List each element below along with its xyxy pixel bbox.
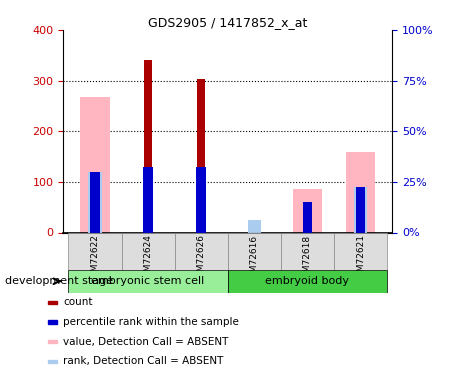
Bar [48,340,57,343]
Bar [90,172,100,232]
Text: count: count [64,297,93,307]
Bar [356,187,365,232]
Text: value, Detection Call = ABSENT: value, Detection Call = ABSENT [64,337,229,347]
Bar [303,202,312,232]
Bar [48,321,57,324]
Bar [293,189,322,232]
Bar [248,220,261,232]
Bar [228,270,387,292]
Bar [144,60,152,232]
Text: embryoid body: embryoid body [265,276,350,286]
Bar [346,152,375,232]
Bar [48,301,57,304]
Bar [228,232,281,270]
Title: GDS2905 / 1417852_x_at: GDS2905 / 1417852_x_at [148,16,308,29]
Text: percentile rank within the sample: percentile rank within the sample [64,317,239,327]
Text: rank, Detection Call = ABSENT: rank, Detection Call = ABSENT [64,356,224,366]
Text: development stage: development stage [5,276,113,286]
Bar [175,232,228,270]
Bar [122,232,175,270]
Bar [48,360,57,363]
Bar [69,270,228,292]
Bar [197,79,205,232]
Bar [80,97,110,232]
Bar [334,232,387,270]
Text: GSM72624: GSM72624 [143,234,152,283]
Text: GSM72618: GSM72618 [303,234,312,284]
Bar [143,166,153,232]
Text: GSM72616: GSM72616 [250,234,259,284]
Text: GSM72622: GSM72622 [91,234,100,283]
Bar [197,166,206,232]
Bar [281,232,334,270]
Text: GSM72626: GSM72626 [197,234,206,284]
Bar [88,172,101,232]
Bar [354,187,367,232]
Text: GSM72621: GSM72621 [356,234,365,284]
Bar [69,232,122,270]
Text: embryonic stem cell: embryonic stem cell [92,276,205,286]
